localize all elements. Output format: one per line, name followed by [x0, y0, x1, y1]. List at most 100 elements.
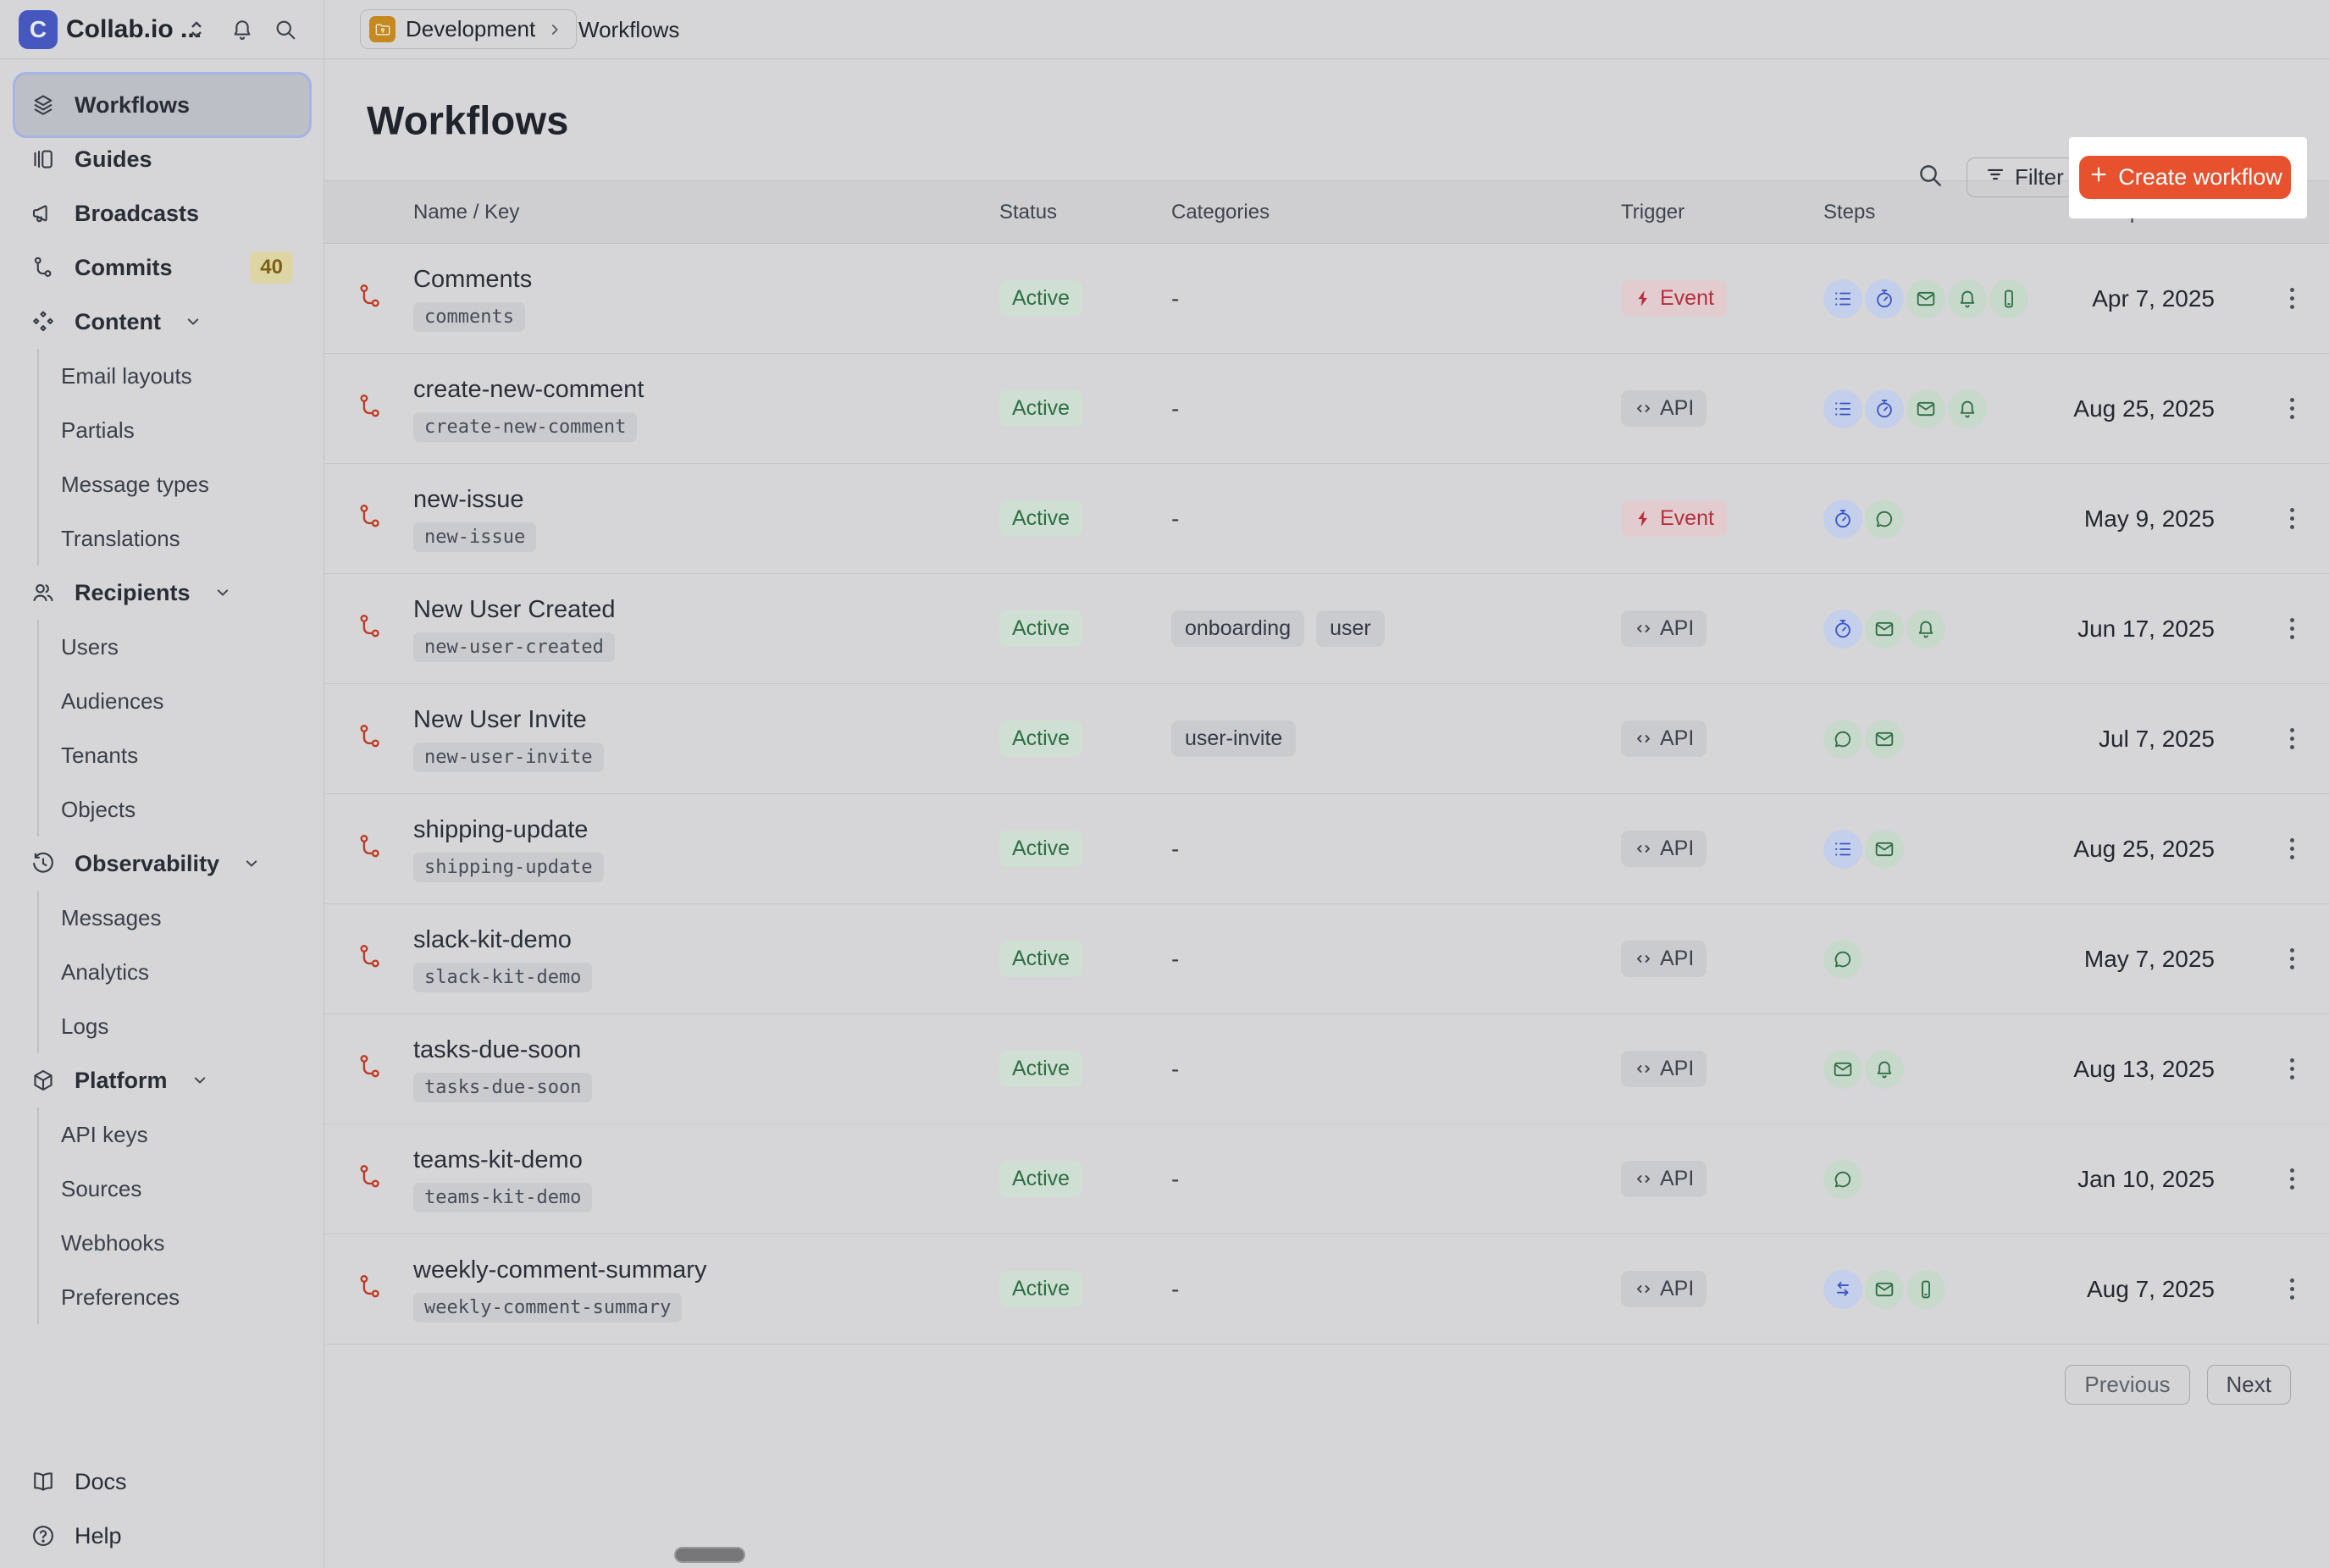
next-page-button[interactable]: Next — [2206, 1365, 2291, 1405]
trigger-badge: API — [1621, 610, 1707, 647]
sidebar-item-message-types[interactable]: Message types — [61, 471, 209, 497]
trigger-badge: API — [1621, 941, 1707, 977]
sidebar-item-docs[interactable]: Docs — [0, 1455, 324, 1509]
sidebar-item-preferences[interactable]: Preferences — [61, 1284, 180, 1310]
notifications-bell-icon[interactable] — [230, 17, 255, 42]
row-menu-button[interactable] — [2273, 500, 2310, 538]
table-row[interactable]: New User Created new-user-created Active on… — [325, 574, 2329, 684]
updated-at: Aug 13, 2025 — [2073, 1055, 2215, 1082]
workflow-name: slack-kit-demo — [413, 925, 572, 953]
table-row[interactable]: weekly-comment-summary weekly-comment-sum… — [325, 1234, 2329, 1344]
status-badge: Active — [999, 721, 1083, 757]
table-row[interactable]: tasks-due-soon tasks-due-soon Active - API Au… — [325, 1014, 2329, 1124]
workflow-icon — [356, 1165, 384, 1195]
row-menu-button[interactable] — [2273, 390, 2310, 428]
step-bell-icon — [1906, 609, 1945, 649]
categories-cell: - — [1171, 505, 1621, 533]
sidebar-item-help[interactable]: Help — [0, 1509, 324, 1563]
table-row[interactable]: teams-kit-demo teams-kit-demo Active - API Ja… — [325, 1124, 2329, 1234]
sidebar-item-partials[interactable]: Partials — [61, 417, 135, 443]
row-menu-button[interactable] — [2273, 1271, 2310, 1308]
sidebar-item-sources[interactable]: Sources — [61, 1175, 142, 1201]
table-row[interactable]: create-new-comment create-new-comment Acti… — [325, 354, 2329, 464]
status-badge: Active — [999, 500, 1083, 537]
trigger-badge: API — [1621, 831, 1707, 867]
workflow-name: teams-kit-demo — [413, 1146, 583, 1173]
chevron-down-icon — [190, 1070, 210, 1090]
empty-categories-dash: - — [1171, 395, 1180, 422]
row-menu-button[interactable] — [2273, 1051, 2310, 1088]
column-header-status: Status — [999, 200, 1058, 224]
sidebar-item-commits[interactable]: Commits 40 — [0, 240, 324, 295]
sidebar-item-recipients[interactable]: Recipients — [0, 566, 324, 620]
workflow-key-badge: new-user-created — [413, 632, 615, 662]
category-pill: onboarding — [1171, 610, 1305, 647]
row-menu-button[interactable] — [2273, 280, 2310, 317]
sidebar-item-guides[interactable]: Guides — [0, 132, 324, 186]
create-workflow-button[interactable]: Create workflow — [2079, 156, 2291, 199]
row-menu-button[interactable] — [2273, 610, 2310, 648]
table-body: Comments comments Active - Event Apr 7, 2025 c… — [325, 244, 2329, 1344]
workflow-name: New User Invite — [413, 705, 587, 733]
steps-cell — [1823, 1159, 2032, 1199]
workflow-icon — [356, 505, 384, 534]
table-row[interactable]: shipping-update shipping-update Active - API… — [325, 794, 2329, 904]
sidebar-item-objects[interactable]: Objects — [61, 796, 136, 822]
book-icon — [30, 1469, 56, 1494]
layers-icon — [30, 92, 56, 118]
sidebar-search-icon[interactable] — [273, 17, 298, 42]
content-icon — [30, 309, 56, 334]
row-menu-button[interactable] — [2273, 721, 2310, 758]
horizontal-scrollbar-thumb[interactable] — [676, 1549, 744, 1561]
workflow-key-badge: new-issue — [413, 522, 537, 552]
table-search-icon[interactable] — [1916, 161, 1945, 190]
table-row[interactable]: new-issue new-issue Active - Event May 9, 202… — [325, 464, 2329, 574]
breadcrumb-environment[interactable]: Development — [360, 9, 578, 49]
commits-count-badge: 40 — [250, 251, 293, 284]
category-pill: user — [1316, 610, 1385, 647]
plus-icon — [2088, 163, 2110, 191]
sidebar-item-platform[interactable]: Platform — [0, 1053, 324, 1107]
table-row[interactable]: Comments comments Active - Event Apr 7, 2025 — [325, 244, 2329, 354]
row-menu-button[interactable] — [2273, 941, 2310, 978]
row-menu-button[interactable] — [2273, 831, 2310, 868]
sidebar-item-content[interactable]: Content — [0, 295, 324, 349]
previous-page-button[interactable]: Previous — [2065, 1365, 2190, 1405]
workspace-switcher-icon[interactable] — [184, 17, 209, 42]
status-badge: Active — [999, 941, 1083, 977]
sidebar-item-tenants[interactable]: Tenants — [61, 742, 139, 768]
sidebar-item-observability[interactable]: Observability — [0, 836, 324, 891]
row-menu-button[interactable] — [2273, 1161, 2310, 1198]
chevron-down-icon — [183, 312, 203, 332]
steps-cell — [1823, 939, 2032, 979]
sidebar-item-label: Content — [75, 308, 161, 334]
trigger-badge: Event — [1621, 500, 1727, 537]
step-chat-icon — [1823, 1159, 1862, 1199]
sidebar-item-workflows[interactable]: Workflows — [13, 72, 312, 138]
sidebar-item-translations[interactable]: Translations — [61, 525, 180, 551]
sidebar-item-audiences[interactable]: Audiences — [61, 687, 164, 714]
sidebar-item-analytics[interactable]: Analytics — [61, 958, 150, 985]
workflow-key-badge: teams-kit-demo — [413, 1182, 593, 1212]
sidebar-item-broadcasts[interactable]: Broadcasts — [0, 186, 324, 240]
workflow-name: new-issue — [413, 485, 524, 513]
sidebar-item-logs[interactable]: Logs — [61, 1013, 109, 1039]
categories-cell: - — [1171, 836, 1621, 863]
filter-button[interactable]: Filter — [1967, 157, 2082, 197]
steps-cell — [1823, 719, 2032, 759]
sidebar-item-api-keys[interactable]: API keys — [61, 1121, 148, 1147]
table-row[interactable]: New User Invite new-user-invite Active user… — [325, 684, 2329, 794]
steps-cell — [1823, 279, 2032, 318]
sidebar-item-messages[interactable]: Messages — [61, 904, 162, 930]
breadcrumb-environment-label: Development — [406, 16, 536, 41]
step-mail-icon — [1823, 1049, 1862, 1089]
updated-at: Aug 25, 2025 — [2073, 395, 2215, 422]
workflow-name: tasks-due-soon — [413, 1035, 582, 1063]
sidebar-item-webhooks[interactable]: Webhooks — [61, 1229, 165, 1256]
steps-cell — [1823, 499, 2032, 538]
table-row[interactable]: slack-kit-demo slack-kit-demo Active - API Ma… — [325, 904, 2329, 1014]
sidebar-item-email-layouts[interactable]: Email layouts — [61, 362, 192, 389]
sidebar-item-users[interactable]: Users — [61, 633, 119, 660]
steps-cell — [1823, 1269, 2032, 1309]
step-mail-icon — [1906, 389, 1945, 428]
